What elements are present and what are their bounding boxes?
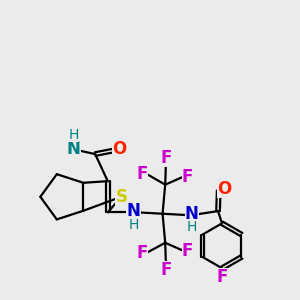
Text: F: F — [136, 244, 148, 262]
Text: F: F — [182, 242, 194, 260]
Text: H: H — [186, 220, 197, 234]
Text: N: N — [127, 202, 140, 220]
Text: O: O — [218, 180, 232, 198]
Text: F: F — [216, 268, 228, 286]
Text: H: H — [128, 218, 139, 232]
Text: N: N — [67, 140, 81, 158]
Text: F: F — [160, 261, 172, 279]
Text: F: F — [160, 148, 172, 166]
Text: H: H — [68, 128, 79, 142]
Text: O: O — [112, 140, 126, 158]
Text: F: F — [136, 165, 148, 183]
Text: N: N — [185, 205, 199, 223]
Text: F: F — [182, 168, 194, 186]
Text: S: S — [115, 188, 127, 206]
